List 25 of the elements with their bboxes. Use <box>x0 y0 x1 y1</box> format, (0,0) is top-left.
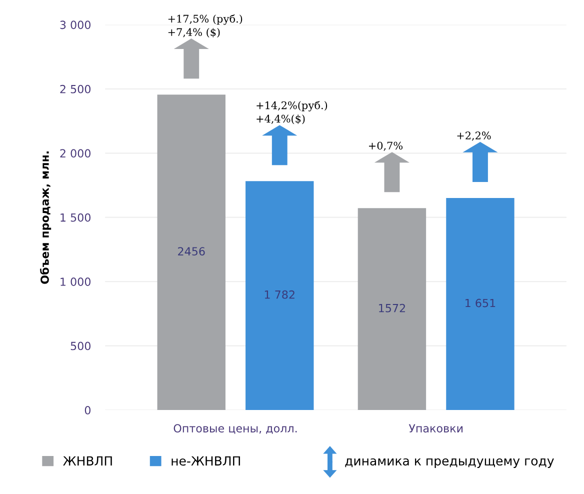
legend-label: не-ЖНВЛП <box>172 456 240 466</box>
bar <box>358 208 426 410</box>
bar <box>446 198 514 410</box>
data-label: 1572 <box>379 304 405 312</box>
x-tick-label: Упаковки <box>408 424 463 433</box>
bar <box>246 181 314 410</box>
annotation: +0,7% <box>369 142 403 151</box>
legend-label: ЖНВЛП <box>63 456 112 466</box>
annotation: +2,2% <box>457 132 491 141</box>
bar <box>157 94 226 410</box>
text: динамика к предыдущему году <box>345 458 554 468</box>
y-tick-label: 1 000 <box>60 278 90 286</box>
y-tick-label: 2 000 <box>60 149 90 158</box>
annotation: +17,5% (руб.) +7,4% ($) <box>168 14 242 38</box>
y-tick-label: 2 500 <box>60 84 90 94</box>
y-tick-label: 500 <box>70 342 90 350</box>
y-axis-title: Объем продаж, млн. <box>40 151 52 284</box>
y-tick-label: 1 500 <box>60 213 90 222</box>
y-tick-label: 3 000 <box>60 20 90 30</box>
y-tick-label: 0 <box>84 406 90 414</box>
data-label: 1 651 <box>466 298 496 308</box>
x-tick-label: Оптовые цены, долл. <box>174 424 297 434</box>
data-label: 1 782 <box>264 290 294 299</box>
annotation: +14,2%(руб.) +4,4%($) <box>256 100 328 124</box>
data-label: 2456 <box>178 247 205 256</box>
